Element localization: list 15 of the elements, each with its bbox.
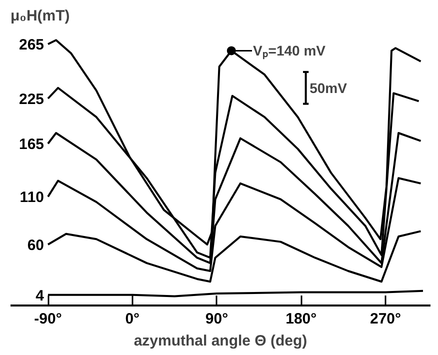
- series-label: 265: [18, 36, 44, 54]
- x-tick-label: 270°: [370, 310, 402, 328]
- annotation: Vₚ=140 mV: [252, 42, 326, 60]
- x-tick-label: -90°: [34, 310, 62, 328]
- x-axis-title: azymuthal angle Θ (deg): [134, 332, 308, 350]
- series-label: 225: [18, 91, 44, 108]
- series-label: 60: [27, 236, 44, 254]
- series-label: 165: [18, 136, 44, 154]
- x-tick-label: 0°: [125, 310, 140, 328]
- annotation: 50mV: [310, 80, 348, 96]
- series-label: 110: [20, 189, 44, 206]
- x-tick-label: 90°: [205, 310, 228, 328]
- x-tick-label: 180°: [286, 310, 317, 328]
- series-label: 4: [36, 287, 45, 304]
- legend-title: μ₀H(mT): [10, 8, 70, 24]
